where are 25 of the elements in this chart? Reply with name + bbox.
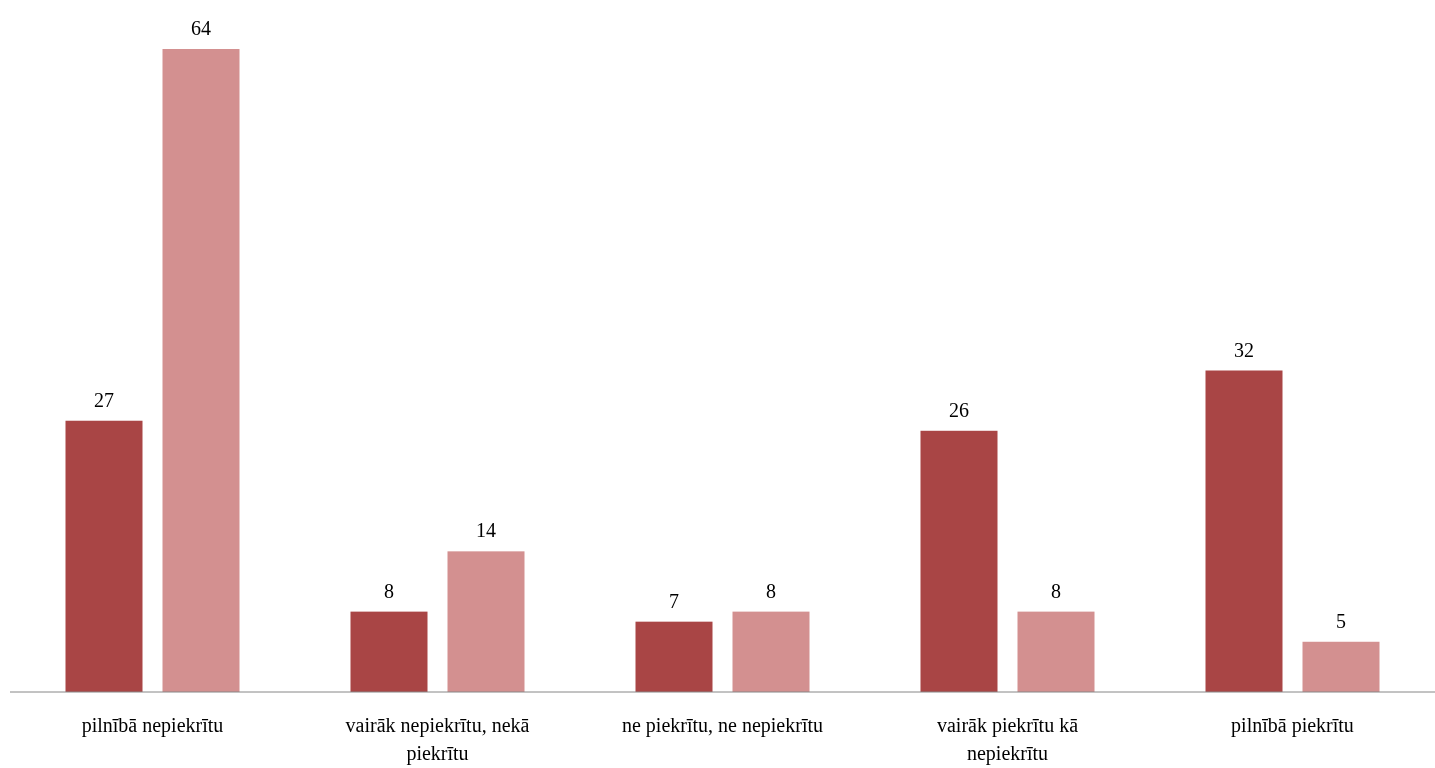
bar xyxy=(635,621,713,692)
data-label: 26 xyxy=(949,398,969,421)
bar xyxy=(65,420,143,692)
bar xyxy=(350,611,428,692)
data-label: 27 xyxy=(94,388,114,411)
data-label: 8 xyxy=(766,579,776,602)
data-label: 5 xyxy=(1336,609,1346,632)
data-label: 7 xyxy=(669,589,679,612)
bar xyxy=(1205,370,1283,692)
x-tick-label: pilnībā nepiekrītu xyxy=(81,714,224,737)
bar xyxy=(447,551,525,692)
bar xyxy=(1302,641,1380,692)
data-label: 8 xyxy=(384,579,394,602)
data-label: 64 xyxy=(191,17,211,39)
data-label: 14 xyxy=(476,519,496,542)
bar xyxy=(732,611,810,692)
bar xyxy=(920,430,998,692)
data-label: 32 xyxy=(1234,338,1254,361)
x-tick-label: vairāk piekrītu kā nepiekrītu xyxy=(936,714,1079,765)
x-tick-label: vairāk nepiekrītu, nekā piekrītu xyxy=(345,714,530,765)
bar xyxy=(162,49,240,692)
bar xyxy=(1017,611,1095,692)
data-label: 8 xyxy=(1051,579,1061,602)
x-tick-label: pilnībā piekrītu xyxy=(1231,714,1354,737)
x-tick-label: ne piekrītu, ne nepiekrītu xyxy=(621,714,824,737)
